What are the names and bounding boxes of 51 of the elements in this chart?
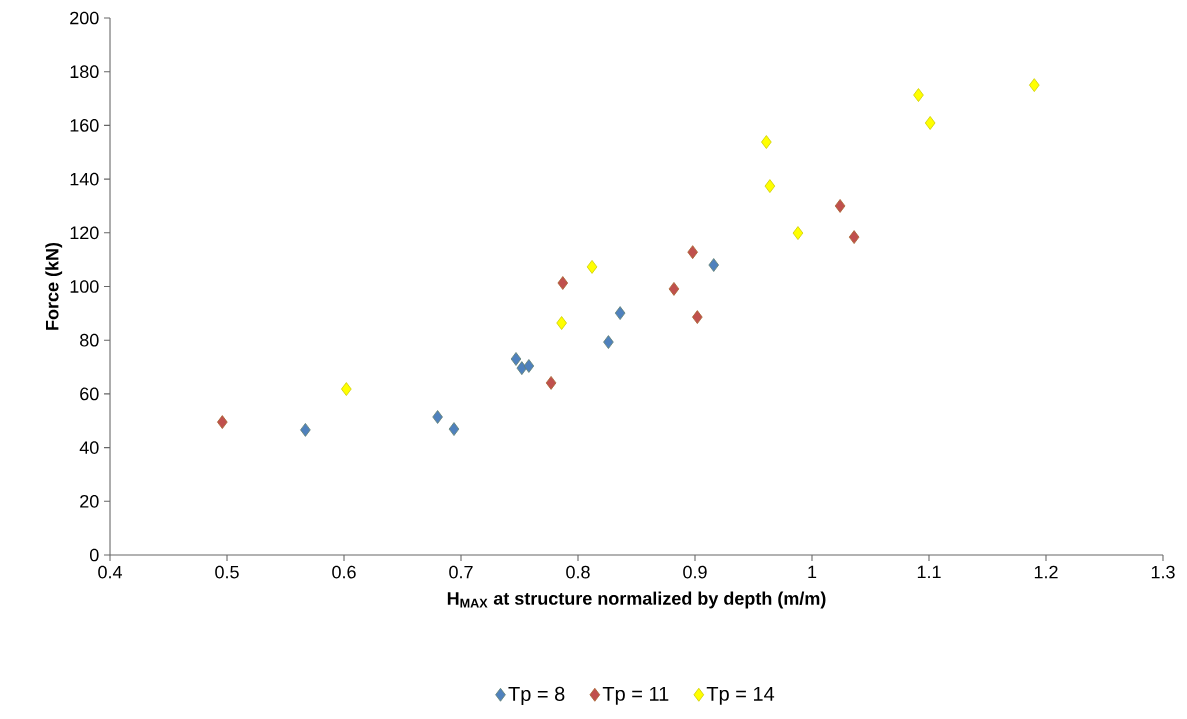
y-axis-title: Force (kN) (45, 242, 63, 330)
legend-label: Tp = 11 (602, 686, 669, 705)
x-tick-label: 1.1 (917, 565, 941, 579)
point (341, 382, 352, 396)
y-tick-label: 60 (80, 387, 99, 401)
y-tick-label: 120 (70, 226, 99, 240)
point (300, 422, 311, 437)
y-tick-label: 180 (70, 65, 99, 79)
point (510, 352, 522, 366)
legend-label: Tp = 14 (706, 686, 775, 705)
x-tick-label: 1.3 (1151, 565, 1175, 579)
point (432, 410, 443, 424)
point (913, 88, 924, 102)
y-tick-label: 80 (80, 333, 99, 347)
point (523, 359, 535, 373)
point (834, 199, 846, 213)
y-tick-label: 20 (80, 494, 99, 508)
y-tick-label: 200 (70, 11, 99, 25)
legend-label: Tp = 8 (508, 686, 565, 705)
point (586, 260, 598, 274)
point (1029, 78, 1040, 93)
point (217, 415, 228, 429)
point (556, 316, 567, 330)
point (848, 230, 860, 244)
y-tick-label: 100 (70, 280, 99, 293)
point (557, 276, 569, 290)
x-tick-label: 1.2 (1034, 565, 1058, 579)
point (924, 116, 936, 130)
point (545, 375, 557, 390)
x-tick-label: 0.6 (332, 565, 356, 579)
point (692, 310, 703, 325)
point (764, 179, 776, 193)
point (761, 135, 772, 149)
point (448, 422, 460, 436)
point (614, 306, 626, 320)
point (708, 258, 719, 272)
x-tick-label: 1 (808, 565, 817, 579)
x-tick-label: 0.4 (98, 565, 122, 579)
x-tick-label: 0.9 (683, 565, 707, 579)
x-tick-label: 0.5 (215, 565, 239, 579)
point (668, 282, 680, 296)
y-tick-label: 160 (70, 119, 99, 132)
y-tick-label: 140 (70, 172, 99, 186)
x-tick-label: 0.7 (449, 565, 473, 579)
x-tick-label: 0.8 (566, 565, 590, 579)
y-tick-label: 40 (79, 441, 99, 454)
point (792, 226, 804, 240)
point (603, 335, 614, 349)
x-axis-title: H$_{MAX}$ at structure normalized by depth (m/m) (447, 591, 826, 609)
y-tick-label: 0 (90, 548, 99, 562)
point (687, 245, 698, 260)
